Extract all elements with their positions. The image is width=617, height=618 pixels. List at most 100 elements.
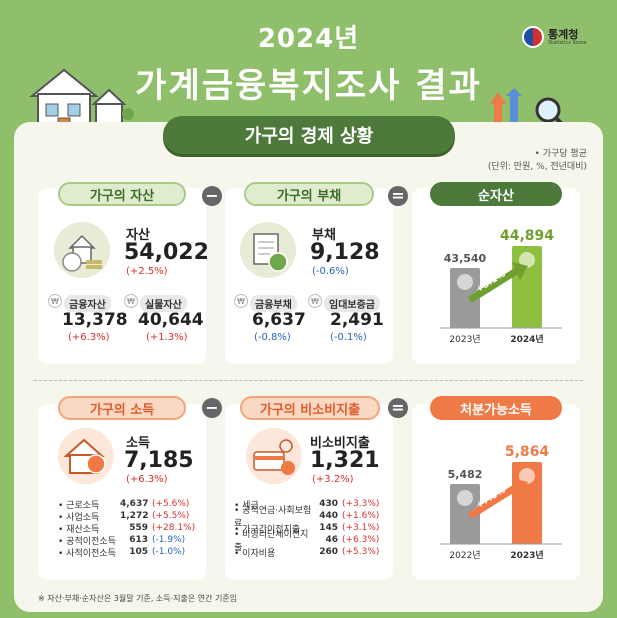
nc-item-value: 430 (319, 499, 338, 509)
financial-assets-label: 금융자산 (64, 295, 111, 312)
assets-panel (38, 188, 206, 364)
income-item-value: 613 (129, 535, 148, 545)
income-item-label: • 사업소득 (58, 512, 100, 523)
nc-item-row: • 세금 430 (+3.3%) (234, 498, 388, 511)
nc-item-change: (+6.3%) (342, 535, 380, 545)
net-assets-pill: 순자산 (430, 182, 562, 206)
nc-item-label: • 이자비용 (234, 548, 276, 559)
real-assets-label: 실물자산 (140, 295, 187, 312)
debt-value: 9,128 (310, 240, 380, 265)
financial-assets-change: (+6.3%) (68, 332, 110, 343)
minus-operator: − (202, 398, 222, 418)
non-consumption-value: 1,321 (310, 448, 380, 473)
disposable-category-label: 2022년 (449, 550, 480, 561)
disposable-value-label: 5,864 (505, 444, 550, 460)
income-item-value: 559 (129, 523, 148, 533)
income-value: 7,185 (124, 448, 194, 473)
real-assets-change: (+1.3%) (146, 332, 188, 343)
arrow-head-icon (512, 262, 528, 280)
income-item-value: 4,637 (120, 499, 149, 509)
income-item-change: (-1.9%) (152, 535, 186, 545)
non-consumption-panel (225, 404, 393, 580)
divider (34, 380, 583, 381)
financial-debt-value: 6,637 (252, 310, 306, 330)
debt-panel (225, 188, 393, 364)
income-item-label: • 공적이전소득 (58, 536, 116, 547)
net-assets-value-label: 43,540 (444, 252, 487, 265)
non-consumption-change: (+3.2%) (312, 474, 354, 485)
income-pill: 가구의 소득 (58, 396, 186, 420)
nc-item-value: 145 (319, 523, 338, 533)
growth-arrows-icon (490, 88, 522, 128)
income-label: 소득 (126, 436, 150, 451)
card-money-icon (246, 428, 302, 484)
title-year: 2024년 (257, 24, 360, 54)
lease-deposit-value: 2,491 (330, 310, 384, 330)
page-title: 가계금융복지조사 결과 (135, 66, 482, 106)
unit-note: • 가구당 평균 (단위: 만원, %, 전년대비) (488, 148, 587, 174)
income-item-row: • 공적이전소득 613 (-1.9%) (58, 534, 198, 547)
income-item-label: • 재산소득 (58, 524, 100, 535)
assets-pill: 가구의 자산 (58, 182, 186, 206)
won-coin-icon: ₩ (48, 294, 62, 308)
nc-item-change: (+1.6%) (342, 511, 380, 521)
arrow-head-icon (512, 478, 528, 496)
income-item-label: • 근로소득 (58, 500, 100, 511)
income-item-value: 1,272 (120, 511, 149, 521)
non-consumption-breakdown-list: • 세금 430 (+3.3%) • 공적연금·사회보험료 440 (+1.6%) • 가구… (234, 498, 388, 559)
disposable-pill: 처분가능소득 (430, 396, 562, 420)
income-house-icon (58, 428, 114, 484)
nc-item-row: • 비영리단체이전지출 46 (+6.3%) (234, 530, 388, 553)
net-assets-category-label: 2024년 (510, 333, 543, 345)
debt-label: 부채 (312, 228, 336, 243)
taegeuk-icon (522, 26, 544, 48)
equals-operator: = (388, 398, 408, 418)
logo-name: 통계청 (548, 27, 579, 41)
logo-subtitle: Statistics Korea (548, 39, 587, 46)
disposable-panel (412, 404, 580, 580)
financial-assets-value: 13,378 (62, 310, 128, 330)
minus-operator: − (202, 186, 222, 206)
debt-change: (-0.6%) (312, 266, 349, 277)
unit-note-line1: • 가구당 평균 (534, 149, 587, 159)
footnote: ※ 자산·부채·순자산은 3월말 기준, 소득·지출은 연간 기준임 (38, 594, 238, 603)
nc-item-value: 46 (325, 535, 338, 545)
real-assets-value: 40,644 (138, 310, 204, 330)
income-item-change: (+28.1%) (152, 523, 196, 533)
assets-value: 54,022 (124, 240, 209, 265)
nc-item-row: • 공적연금·사회보험료 440 (+1.6%) (234, 506, 388, 529)
growth-arrow-icon (468, 267, 520, 303)
won-coin-icon (519, 252, 535, 268)
nc-item-change: (+5.3%) (342, 547, 380, 557)
nc-item-label: • 세금 (234, 500, 259, 511)
nc-item-value: 440 (319, 511, 338, 521)
income-item-change: (-1.0%) (152, 547, 186, 557)
income-item-row: • 사적이전소득 105 (-1.0%) (58, 546, 198, 559)
nc-item-value: 260 (319, 547, 338, 557)
house-coin-icon (54, 222, 110, 278)
income-item-row: • 재산소득 559 (+28.1%) (58, 522, 198, 535)
non-consumption-pill: 가구의 비소비지출 (240, 396, 380, 420)
assets-label: 자산 (126, 228, 150, 243)
nc-item-change: (+3.3%) (342, 499, 380, 509)
income-item-row: • 근로소득 4,637 (+5.6%) (58, 498, 198, 511)
income-item-value: 105 (129, 547, 148, 557)
equals-operator: = (388, 186, 408, 206)
financial-debt-change: (-0.8%) (254, 332, 291, 343)
non-consumption-label: 비소비지출 (310, 436, 370, 451)
nc-item-label: • 공적연금·사회보험료 (234, 506, 312, 529)
won-coin-icon (457, 274, 473, 290)
won-coin-icon: ₩ (124, 294, 138, 308)
income-change: (+6.3%) (126, 474, 168, 485)
net-assets-category-label: 2023년 (449, 334, 480, 345)
lease-deposit-change: (-0.1%) (330, 332, 367, 343)
income-item-label: • 사적이전소득 (58, 548, 116, 559)
unit-note-line2: (단위: 만원, %, 전년대비) (487, 162, 587, 173)
disposable-value-label: 5,482 (448, 468, 483, 481)
income-item-change: (+5.5%) (152, 511, 190, 521)
disposable-category-label: 2023년 (510, 549, 543, 561)
nc-item-label: • 가구간이전지출 (234, 524, 301, 535)
growth-arrow-icon (468, 483, 520, 519)
